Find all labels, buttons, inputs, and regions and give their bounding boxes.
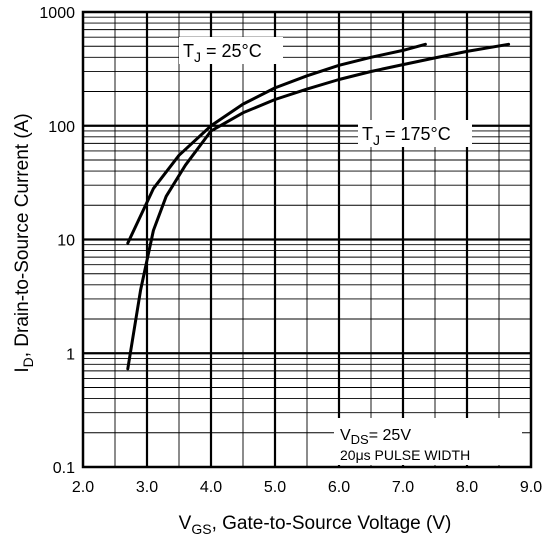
- series-line-tj-175c: [126, 42, 511, 371]
- plot-frame: [81, 10, 533, 469]
- series-label-tj-25c-bg: [179, 37, 283, 64]
- series-label-tj-25c: TJ = 25°C: [183, 41, 262, 65]
- y-axis-title: ID, Drain-to-Source Current (A): [12, 113, 36, 372]
- x-tick-label: 6.0: [328, 479, 350, 496]
- series-label-tj-175c-bg: [358, 120, 472, 147]
- series-layer: [126, 42, 511, 371]
- x-tick-label: 3.0: [136, 479, 158, 496]
- y-tick-label: 100: [48, 119, 75, 136]
- x-tick-label: 7.0: [392, 479, 414, 496]
- x-axis-title: VGS, Gate-to-Source Voltage (V): [179, 513, 452, 537]
- y-tick-label: 1000: [39, 5, 75, 22]
- annotation-vds: VDS= 25V: [340, 427, 411, 447]
- annotation-pulse-width: 20μs PULSE WIDTH: [340, 447, 470, 463]
- x-tick-label: 8.0: [456, 479, 478, 496]
- x-tick-label: 5.0: [264, 479, 286, 496]
- y-tick-label: 10: [57, 233, 75, 250]
- annotation-bg: [334, 418, 522, 465]
- y-tick-label: 1: [66, 346, 75, 363]
- x-tick-label: 9.0: [520, 479, 542, 496]
- series-label-tj-175c: TJ = 175°C: [362, 124, 451, 148]
- series-line-tj-25c: [126, 42, 427, 245]
- x-tick-label: 2.0: [72, 479, 94, 496]
- x-tick-label: 4.0: [200, 479, 222, 496]
- tick-labels: 2.0 3.0 4.0 5.0 6.0 7.0 8.0 9.0 0.1 1 10 100 1000: [39, 5, 542, 496]
- y-tick-label: 0.1: [53, 460, 75, 477]
